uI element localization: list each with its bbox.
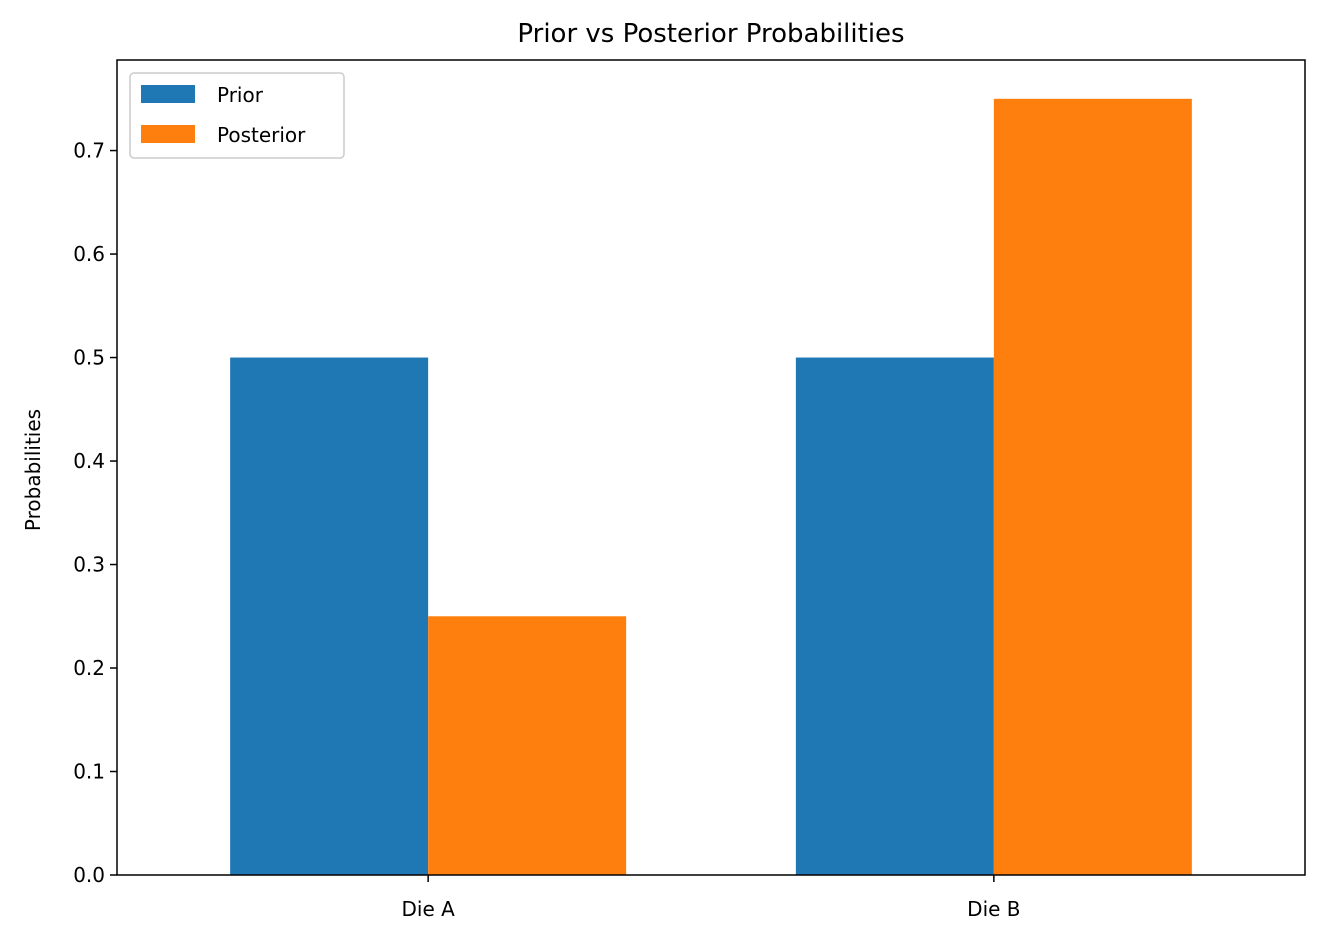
x-axis: Die A Die B — [401, 875, 1021, 921]
bars-group — [230, 98, 1192, 876]
y-axis: 0.0 0.1 0.2 0.3 0.4 0.5 0.6 0.7 — [73, 139, 117, 887]
bar-prior-die-b — [795, 357, 994, 875]
bar-posterior-die-b — [993, 98, 1192, 876]
bar-prior-die-a — [230, 357, 429, 875]
plot-frame — [116, 59, 1306, 876]
y-tick-label: 0.5 — [73, 346, 105, 370]
legend-swatch-prior — [141, 85, 195, 103]
y-tick-label: 0.7 — [73, 139, 105, 163]
legend-swatch-posterior — [141, 125, 195, 143]
x-tick-label: Die A — [401, 897, 455, 921]
chart-title: Prior vs Posterior Probabilities — [517, 19, 904, 49]
y-tick-label: 0.6 — [73, 242, 105, 266]
legend-label-posterior: Posterior — [217, 123, 306, 147]
y-tick-label: 0.3 — [73, 553, 105, 577]
y-tick-label: 0.2 — [73, 656, 105, 680]
bar-posterior-die-a — [428, 616, 627, 875]
y-tick-label: 0.1 — [73, 760, 105, 784]
legend-label-prior: Prior — [217, 83, 264, 107]
y-axis-label: Probabilities — [21, 409, 45, 531]
x-tick-label: Die B — [967, 897, 1020, 921]
y-tick-label: 0.4 — [73, 449, 105, 473]
legend[interactable]: Prior Posterior — [129, 72, 345, 159]
y-tick-label: 0.0 — [73, 863, 105, 887]
